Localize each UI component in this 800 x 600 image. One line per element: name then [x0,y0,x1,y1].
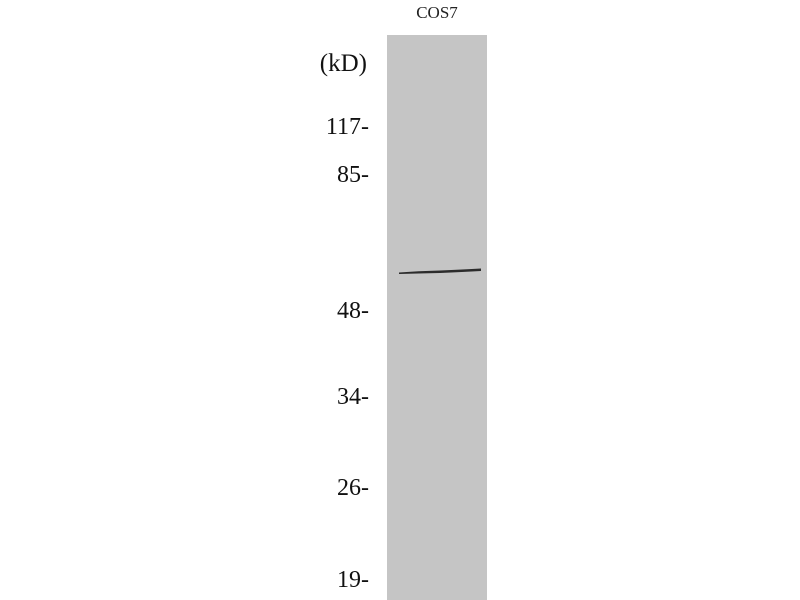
marker-48: 48- [337,298,369,324]
marker-34: 34- [337,384,369,410]
lane-label: COS7 [416,3,458,22]
marker-19: 19- [337,567,369,593]
marker-117: 117- [325,114,369,140]
protein-band [399,268,481,274]
unit-label: (kD) [319,50,367,77]
marker-26: 26- [337,475,369,501]
marker-85: 85- [337,162,369,188]
blot-lane [387,35,487,600]
